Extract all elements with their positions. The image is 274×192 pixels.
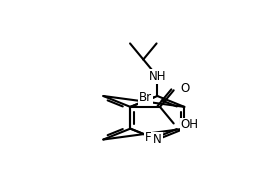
Text: Br: Br [139,91,152,104]
Text: F: F [144,131,151,144]
Text: O: O [181,82,190,95]
Text: N: N [153,133,162,146]
Text: NH: NH [149,70,166,83]
Text: OH: OH [181,118,198,132]
